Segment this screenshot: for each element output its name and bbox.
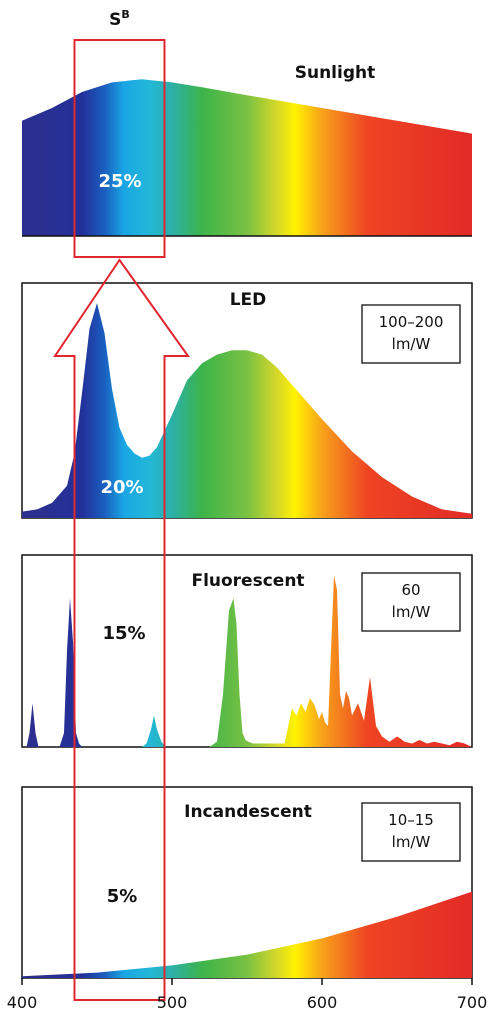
spectrum-area (22, 891, 472, 978)
efficacy-label: lm/W (392, 335, 431, 353)
efficacy-frame (361, 572, 461, 632)
panel-title: Incandescent (184, 802, 312, 822)
sb-label-sup: B (121, 8, 129, 21)
efficacy-label: 100–200 (379, 313, 444, 331)
spectrum-area (22, 303, 472, 518)
panel-fluorescent: Fluorescent 15% 60 lm/W (21, 554, 473, 748)
efficacy-label: lm/W (392, 833, 431, 851)
efficacy-box: 10–15 lm/W (361, 802, 461, 862)
x-axis: 400 500 600 700 (7, 978, 488, 1012)
panel-title: LED (230, 290, 267, 310)
band-percentage: 20% (100, 477, 143, 498)
x-tick-label: 600 (307, 993, 338, 1012)
efficacy-box: 60 lm/W (361, 572, 461, 632)
efficacy-label: lm/W (392, 603, 431, 621)
x-tick-label: 500 (157, 993, 188, 1012)
sb-label: SB (109, 8, 130, 30)
sb-arrow-column (53, 258, 190, 1001)
panel-incandescent: Incandescent 5% 10–15 lm/W (21, 786, 473, 979)
efficacy-label: 60 (401, 581, 420, 599)
band-percentage: 15% (102, 623, 145, 644)
panel-title: Fluorescent (191, 571, 304, 591)
panel-sunlight: Sunlight 25% (22, 63, 472, 237)
panel-led: LED 20% 100–200 lm/W (21, 282, 473, 519)
efficacy-frame (361, 802, 461, 862)
x-tick-label: 400 (7, 993, 38, 1012)
efficacy-frame (361, 304, 461, 364)
x-tick-label: 700 (457, 993, 488, 1012)
band-percentage: 25% (98, 171, 141, 192)
sb-top-box (73, 39, 166, 258)
panel-title: Sunlight (295, 63, 376, 83)
band-percentage: 5% (107, 886, 138, 907)
spectrum-area (22, 575, 472, 747)
spectrum-area (22, 79, 472, 236)
efficacy-label: 10–15 (388, 811, 434, 829)
efficacy-box: 100–200 lm/W (361, 304, 461, 364)
